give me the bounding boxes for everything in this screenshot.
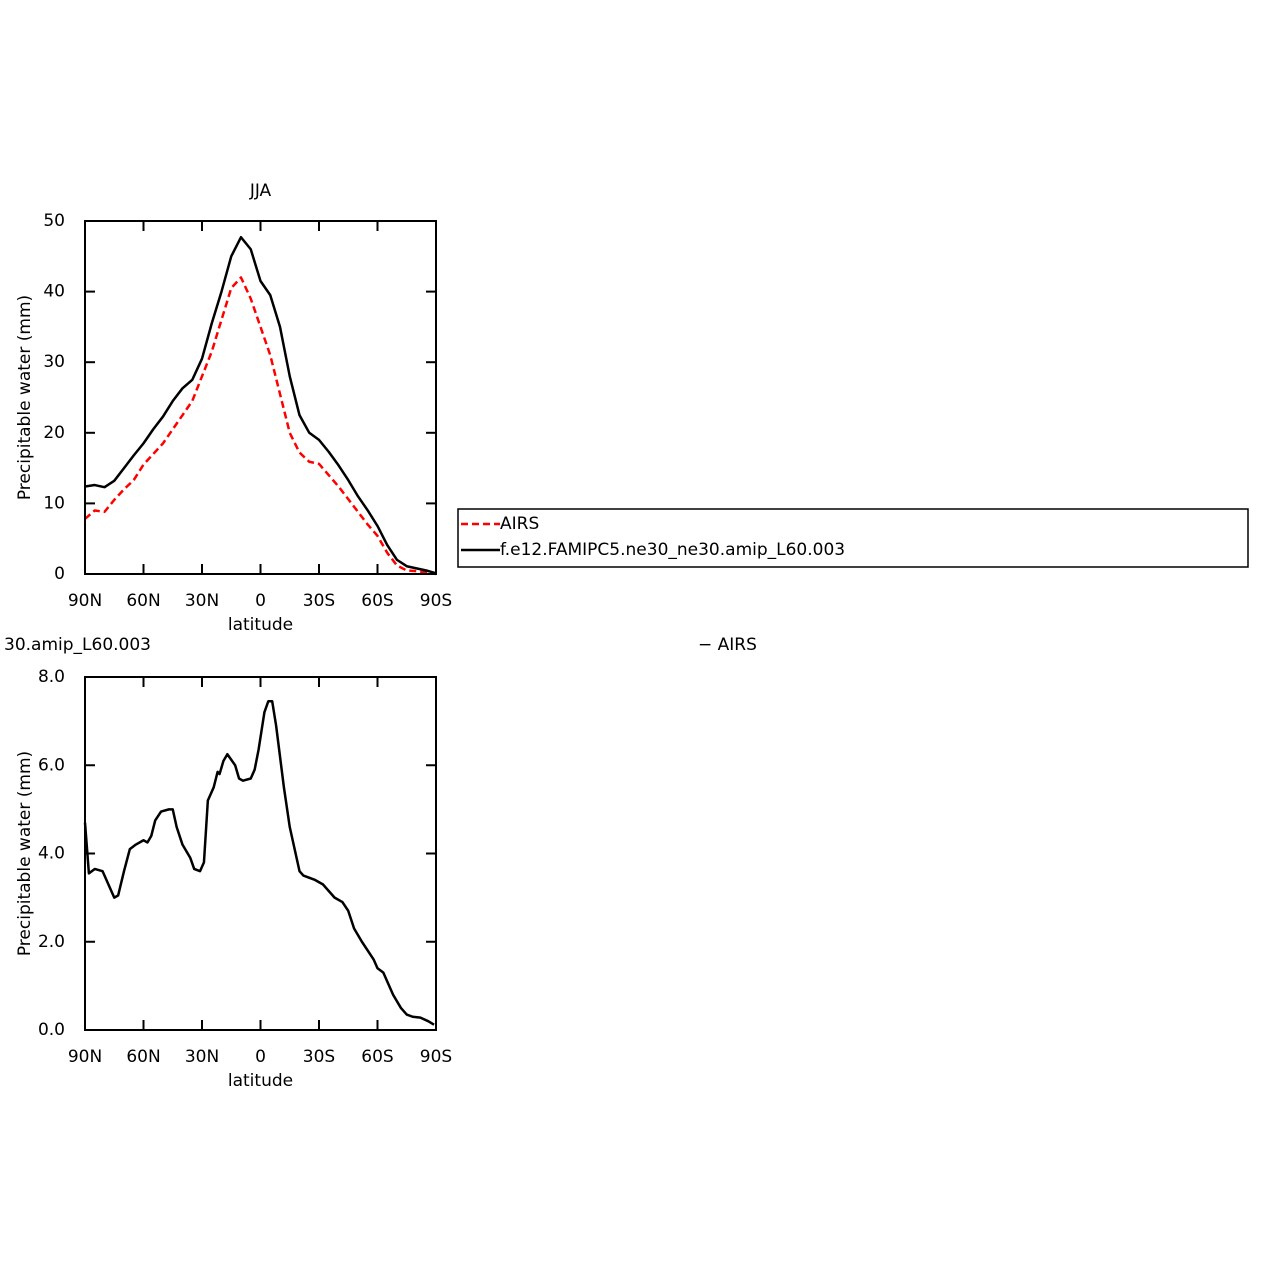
x-tick-label: 60S [361, 591, 393, 611]
x-tick-label: 30S [303, 591, 335, 611]
legend-box [457, 508, 1249, 568]
y-tick-label: 4.0 [38, 844, 65, 864]
y-tick-label: 50 [43, 211, 65, 231]
x-tick-label: 60N [126, 591, 160, 611]
chart-title: − AIRS [698, 635, 757, 655]
legend-label: f.e12.FAMIPC5.ne30_ne30.amip_L60.003 [500, 540, 845, 560]
x-tick-label: 30N [185, 591, 219, 611]
y-axis-label: Precipitable water (mm) [15, 751, 35, 956]
x-tick-label: 0 [255, 591, 266, 611]
y-tick-label: 0.0 [38, 1020, 65, 1040]
data-line [83, 700, 435, 1026]
y-tick-label: 8.0 [38, 667, 65, 687]
data-line [84, 276, 437, 576]
x-axis-label: latitude [228, 615, 293, 635]
x-tick-label: 90N [68, 1047, 102, 1067]
plot-frame [84, 676, 437, 1031]
data-line [84, 235, 437, 575]
x-tick-label: 60N [126, 1047, 160, 1067]
x-tick-label: 0 [255, 1047, 266, 1067]
chart-title: JJA [249, 181, 272, 201]
y-tick-label: 6.0 [38, 755, 65, 775]
x-axis-label: latitude [228, 1071, 293, 1091]
x-tick-label: 30N [185, 1047, 219, 1067]
legend-label: AIRS [500, 514, 539, 534]
y-axis-label: Precipitable water (mm) [15, 295, 35, 500]
chart-title: 30.amip_L60.003 [4, 635, 151, 655]
x-tick-label: 90S [420, 1047, 452, 1067]
x-tick-label: 90N [68, 591, 102, 611]
y-tick-label: 20 [43, 423, 65, 443]
y-tick-label: 0 [54, 564, 65, 584]
y-tick-label: 2.0 [38, 932, 65, 952]
plot-frame [84, 220, 437, 575]
y-tick-label: 30 [43, 352, 65, 372]
y-tick-label: 40 [43, 282, 65, 302]
y-tick-label: 10 [43, 493, 65, 513]
x-tick-label: 90S [420, 591, 452, 611]
x-tick-label: 60S [361, 1047, 393, 1067]
x-tick-label: 30S [303, 1047, 335, 1067]
